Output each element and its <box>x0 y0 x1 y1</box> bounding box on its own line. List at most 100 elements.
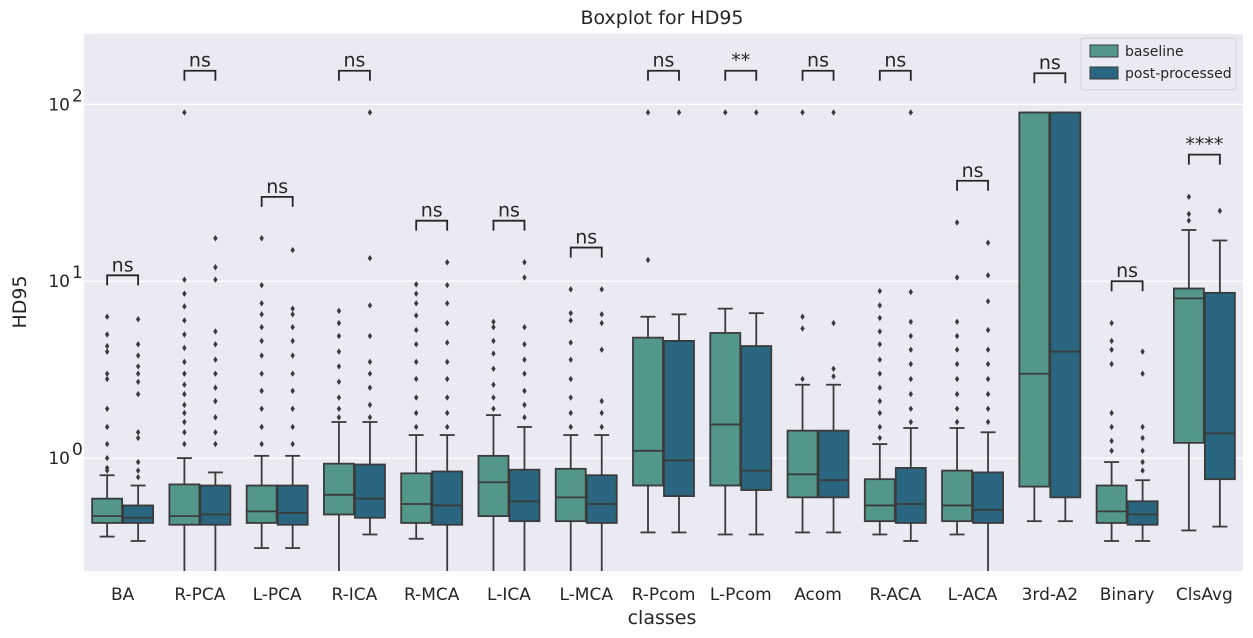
outlier-point <box>290 440 295 448</box>
outlier-point <box>877 287 882 295</box>
outlier-point <box>259 370 264 377</box>
outlier-point <box>414 312 419 319</box>
legend-swatch-baseline <box>1089 44 1119 58</box>
outlier-point <box>259 352 264 359</box>
outlier-point <box>290 337 295 345</box>
legend-swatch-post-processed <box>1089 66 1119 80</box>
outlier-point <box>831 319 836 327</box>
outlier-point <box>367 332 373 340</box>
outlier-point <box>213 341 218 348</box>
box-baseline-l-ica <box>477 318 510 571</box>
outlier-point <box>985 326 991 334</box>
outlier-point <box>259 440 264 448</box>
outlier-point <box>182 381 187 388</box>
outlier-point <box>213 429 218 436</box>
outlier-point <box>135 352 141 359</box>
outlier-point <box>290 370 295 377</box>
x-tick-label-l-mca: L-MCA <box>559 585 613 605</box>
outlier-point <box>290 246 295 254</box>
outlier-point <box>414 281 419 288</box>
iqr-box <box>354 463 386 519</box>
outlier-point <box>182 418 187 426</box>
outlier-point <box>336 405 342 413</box>
y-tick-exponent: 1 <box>72 263 83 283</box>
significance-bracket <box>724 69 758 81</box>
box-baseline-r-ica <box>323 307 355 571</box>
significance-label: ns <box>1039 52 1061 74</box>
outlier-point <box>445 319 450 327</box>
significance-acom: ns <box>801 50 835 81</box>
significance-label: ns <box>1116 260 1138 282</box>
iqr-box <box>941 469 973 523</box>
outlier-point <box>568 339 573 346</box>
outlier-point <box>414 358 419 366</box>
box-baseline-3rd-a2 <box>1018 111 1051 523</box>
outlier-point <box>954 318 960 325</box>
box-post-processed-r-pcom <box>663 109 695 534</box>
box-baseline-r-aca <box>863 287 896 536</box>
box-baseline-acom <box>786 109 819 534</box>
x-tick-label-r-pcom: R-Pcom <box>632 585 696 605</box>
outlier-point <box>491 405 496 413</box>
outlier-point <box>336 378 342 386</box>
outlier-point <box>1109 346 1114 353</box>
significance-bracket <box>1033 72 1067 84</box>
outlier-point <box>259 387 264 395</box>
outlier-point <box>290 352 295 359</box>
outlier-point <box>182 390 187 398</box>
significance-r-aca: ns <box>878 50 912 81</box>
box-post-processed-ba <box>122 316 155 542</box>
outlier-point <box>985 272 991 279</box>
y-tick-label: 10 <box>48 449 70 469</box>
box-post-processed-acom <box>817 109 850 534</box>
box-post-processed-r-aca <box>894 109 927 542</box>
outlier-point <box>1186 217 1192 224</box>
outlier-point <box>290 387 295 395</box>
outlier-point <box>182 344 187 352</box>
outlier-point <box>1109 409 1114 417</box>
outlier-point <box>414 290 419 297</box>
significance-label: **** <box>1185 134 1223 156</box>
outlier-point <box>135 370 141 377</box>
iqr-box <box>400 472 433 524</box>
outlier-point <box>135 363 141 370</box>
box-baseline-l-pca <box>245 235 278 549</box>
x-tick-label-r-ica: R-ICA <box>332 585 378 605</box>
box-baseline-clsavg <box>1172 193 1205 532</box>
outlier-point <box>445 300 450 307</box>
outlier-point <box>182 401 187 409</box>
outlier-point <box>213 235 218 242</box>
outlier-point <box>568 309 573 317</box>
boxes-layer <box>91 109 1236 571</box>
outlier-point <box>104 348 110 355</box>
outlier-point <box>367 384 373 391</box>
significance-bracket <box>878 69 912 81</box>
significance-r-ica: ns <box>338 50 371 81</box>
outlier-point <box>1109 319 1114 327</box>
significance-l-pca: ns <box>260 176 294 207</box>
outlier-point <box>800 375 805 383</box>
outlier-point <box>1109 337 1114 345</box>
outlier-point <box>259 423 264 431</box>
iqr-box <box>91 497 124 524</box>
x-tick-label-binary: Binary <box>1100 585 1155 605</box>
x-tick-label-r-aca: R-ACA <box>869 585 921 605</box>
significance-bracket <box>569 246 603 258</box>
outlier-point <box>800 313 805 320</box>
x-tick-label-l-pca: L-PCA <box>253 585 302 605</box>
outlier-point <box>985 405 991 413</box>
significance-l-ica: ns <box>492 200 526 231</box>
legend: baseline post-processed <box>1080 37 1237 91</box>
box-post-processed-l-pcom <box>740 109 773 536</box>
significance-r-pcom: ns <box>647 50 680 81</box>
outlier-point <box>104 375 110 383</box>
outlier-point <box>367 370 373 377</box>
significance-label: ns <box>266 176 288 198</box>
box-baseline-ba <box>91 313 124 538</box>
outlier-point <box>908 109 913 116</box>
outlier-point <box>336 319 342 327</box>
iqr-box <box>709 332 742 487</box>
significance-bracket <box>801 69 835 81</box>
outlier-point <box>877 370 882 377</box>
